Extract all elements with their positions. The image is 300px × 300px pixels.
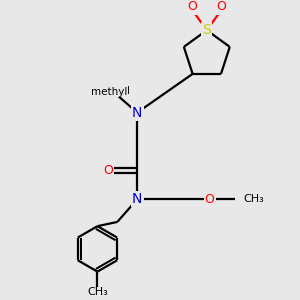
Text: methyl: methyl [91, 86, 130, 96]
Text: O: O [217, 0, 226, 13]
Text: O: O [205, 193, 214, 206]
Text: N: N [132, 106, 142, 120]
Text: methyl: methyl [91, 87, 127, 97]
Text: S: S [202, 23, 211, 37]
Text: O: O [187, 0, 197, 13]
Text: CH₃: CH₃ [243, 194, 264, 204]
Text: N: N [132, 192, 142, 206]
Text: CH₃: CH₃ [87, 287, 108, 297]
Text: O: O [103, 164, 113, 177]
